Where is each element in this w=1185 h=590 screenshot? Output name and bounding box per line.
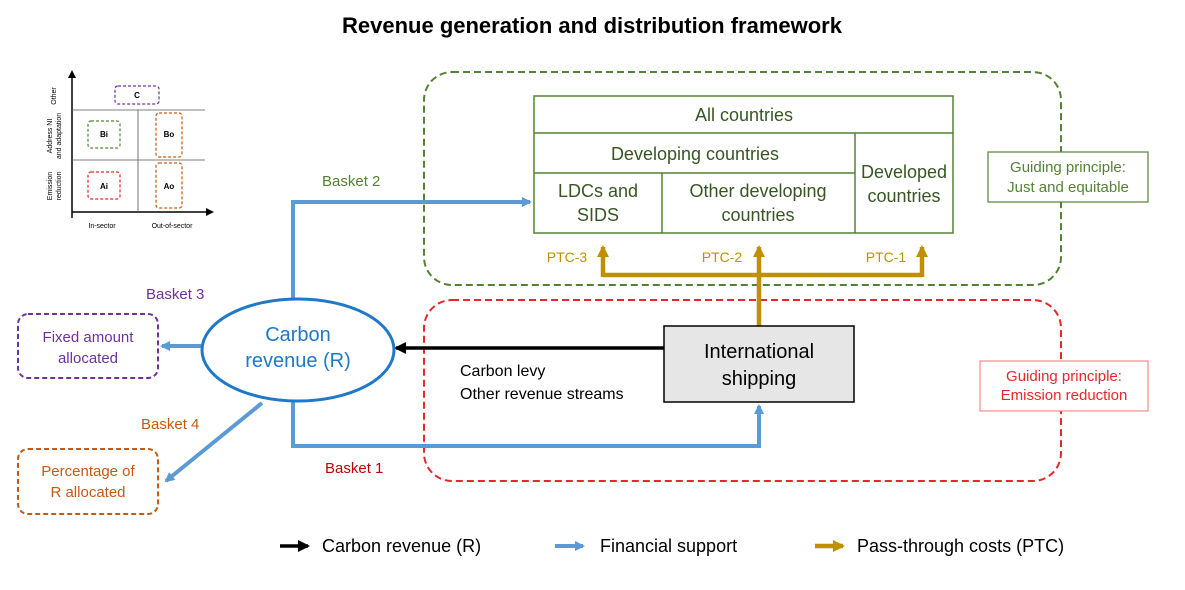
matrix-row-other: Other xyxy=(51,87,58,105)
other-revenue-streams-label: Other revenue streams xyxy=(460,386,624,403)
developed-countries-label-line1: Developed xyxy=(861,162,947,182)
principle-emission-box xyxy=(979,360,1149,412)
principle-just-box xyxy=(987,151,1149,203)
countries-table: All countries Developing countries LDCs … xyxy=(533,95,954,234)
ptc-1-label: PTC-1 xyxy=(866,249,907,265)
principle-just-line2: Just and equitable xyxy=(1007,179,1129,196)
ldcs-sids-label-line2: SIDS xyxy=(577,205,619,225)
matrix-row-adaptation: Address NI and adaptation xyxy=(47,113,63,159)
matrix-col-in-sector: In-sector xyxy=(88,223,116,230)
fixed-amount-line2: allocated xyxy=(58,350,118,367)
percentage-line1: Percentage of xyxy=(41,463,135,480)
legend-pass-through-costs: Pass-through costs (PTC) xyxy=(857,536,1064,556)
principle-just-line1: Guiding principle: xyxy=(1010,159,1126,176)
page-title: Revenue generation and distribution fram… xyxy=(342,13,843,38)
developing-countries-label: Developing countries xyxy=(611,144,779,164)
matrix-cell-bo-label: Bo xyxy=(164,130,175,139)
legend-carbon-revenue: Carbon revenue (R) xyxy=(322,536,481,556)
matrix-cell-ao-label: Ao xyxy=(164,182,175,191)
carbon-revenue-ellipse xyxy=(200,297,396,403)
basket-3-label: Basket 3 xyxy=(146,286,204,303)
matrix-cell-bi xyxy=(87,120,121,149)
all-countries-label: All countries xyxy=(695,105,793,125)
ldcs-sids-label-line1: LDCs and xyxy=(558,181,638,201)
principle-emission-line1: Guiding principle: xyxy=(1006,368,1122,385)
other-developing-label-line2: countries xyxy=(721,205,794,225)
basket-2-arrow xyxy=(291,197,532,300)
matrix-cell-ai xyxy=(87,171,121,200)
matrix-cell-bi-label: Bi xyxy=(100,130,108,139)
fixed-amount-box xyxy=(17,313,159,379)
basket-2-label: Basket 2 xyxy=(322,173,380,190)
percentage-line2: R allocated xyxy=(50,484,125,501)
allocation-matrix: Other Address NI and adaptation Emission r… xyxy=(47,70,214,230)
basket-4-arrow xyxy=(164,401,264,483)
matrix-cell-ao xyxy=(155,162,183,209)
basket-1-arrow xyxy=(291,400,764,448)
percentage-box xyxy=(17,448,159,515)
carbon-levy-label: Carbon levy xyxy=(460,363,545,380)
other-developing-label-line1: Other developing xyxy=(689,181,826,201)
principle-emission-line2: Emission reduction xyxy=(1001,387,1128,404)
shipping-label-line1: International xyxy=(704,341,814,363)
carbon-revenue-line1: Carbon xyxy=(265,324,331,346)
carbon-revenue-line2: revenue (R) xyxy=(245,350,351,372)
basket-1-label: Basket 1 xyxy=(325,460,383,477)
shipping-box xyxy=(663,325,855,403)
matrix-cell-ai-label: Ai xyxy=(100,182,108,191)
matrix-col-out-of-sector: Out-of-sector xyxy=(152,223,194,230)
matrix-row-emission: Emission reduction xyxy=(47,171,63,200)
ptc-2-label: PTC-2 xyxy=(702,249,743,265)
legend: Carbon revenue (R) Financial support Pas… xyxy=(280,536,1064,556)
ptc-arrows xyxy=(597,245,928,326)
developed-countries-label-line2: countries xyxy=(867,186,940,206)
matrix-cell-c xyxy=(114,85,160,105)
matrix-cell-bo xyxy=(155,112,183,158)
countries-region xyxy=(423,71,1062,286)
fixed-amount-line1: Fixed amount xyxy=(43,329,135,346)
ptc-3-label: PTC-3 xyxy=(547,249,588,265)
basket-4-label: Basket 4 xyxy=(141,416,199,433)
shipping-label-line2: shipping xyxy=(722,368,797,390)
legend-financial-support: Financial support xyxy=(600,536,737,556)
matrix-cell-c-label: C xyxy=(134,91,140,100)
